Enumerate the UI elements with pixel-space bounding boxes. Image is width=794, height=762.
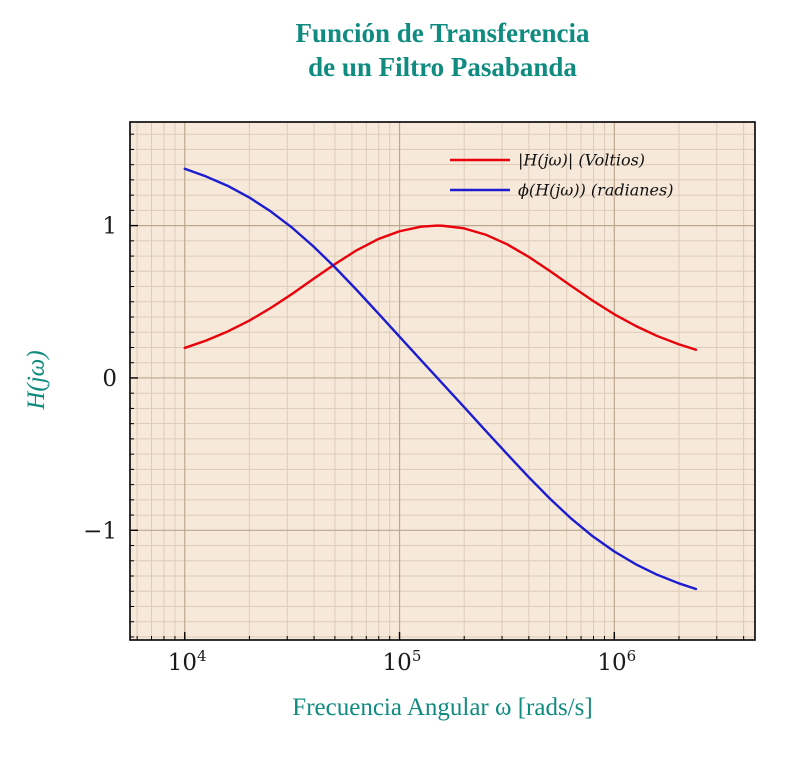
minor-grid [130, 122, 755, 640]
chart-title-line-2: de un Filtro Pasabanda [308, 52, 577, 82]
plot-background [130, 122, 755, 640]
chart-title: Función de Transferencia de un Filtro Pa… [130, 16, 755, 84]
tick-marks [130, 133, 745, 640]
plot-frame [129, 121, 756, 641]
legend: |H(jω)| (Voltios) ϕ(H(jω)) (radianes) [450, 151, 673, 200]
y-axis-label: H(jω) [23, 350, 50, 410]
x-tick-label: 104 [168, 647, 207, 676]
y-tick-label: 1 [102, 214, 117, 240]
legend-magnitude-label: |H(jω)| (Voltios) [518, 151, 645, 170]
chart-title-line-1: Función de Transferencia [295, 18, 590, 48]
phase-line [183, 167, 698, 591]
y-tick-label: −1 [83, 518, 117, 544]
x-tick-label: 106 [597, 647, 636, 676]
x-tick-labels: 104 105 106 [168, 647, 636, 676]
x-tick-label: 105 [383, 647, 422, 676]
major-grid [130, 122, 755, 640]
legend-phase-label: ϕ(H(jω)) (radianes) [518, 181, 673, 200]
magnitude-line [183, 224, 698, 351]
x-axis-label: Frecuencia Angular ω [rads/s] [292, 694, 593, 721]
y-tick-labels: 1 0 −1 [83, 214, 117, 545]
y-tick-label: 0 [102, 366, 117, 392]
